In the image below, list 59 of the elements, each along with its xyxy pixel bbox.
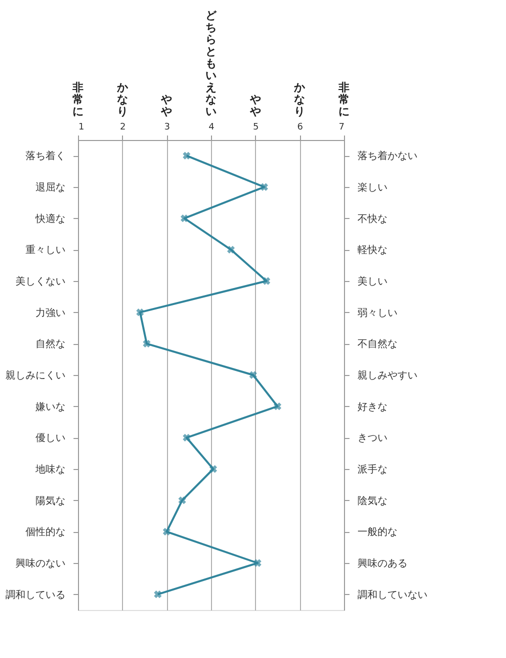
y2-tick-label: 不快な (358, 212, 388, 225)
point (162, 528, 170, 536)
y-tick-label: 陽気な (36, 496, 66, 507)
text: 非常に (72, 81, 84, 118)
y2-tick-label: 陰気な (358, 494, 388, 507)
y2-tick-label: 美しい (358, 276, 388, 288)
y2-tick-label: 不自然な (358, 338, 398, 350)
point (260, 183, 268, 191)
y2-tick-label: 親しみやすい (358, 370, 418, 382)
y2-tick-label: 好きな (358, 402, 388, 413)
y-tick-label: 重々しい (26, 244, 66, 256)
x-tick-label: 7 (338, 122, 344, 132)
y-tick-label: 美しくない (16, 276, 66, 288)
y-tick-label: 地味な (34, 464, 66, 476)
point (154, 590, 162, 598)
y-tick-label: 嫌いな (36, 400, 66, 413)
y2-tick-label: きつい (358, 433, 388, 444)
y-tick-label: 力強い (36, 306, 66, 319)
y2-tick-label: 派手な (358, 464, 388, 476)
y-tick-label: 興味のない (16, 558, 66, 570)
y-tick-label: 親しみにくい (6, 370, 66, 382)
y-tick-label: 個性的な (26, 526, 66, 538)
y2-tick-label: 弱々しい (358, 308, 398, 319)
point (274, 402, 282, 410)
y2-tick-label: 軽快な (358, 244, 388, 256)
y-tick-label: 落ち着く (26, 150, 66, 162)
point (262, 277, 270, 285)
point (180, 214, 188, 222)
y-tick-label: 優しい (36, 433, 66, 444)
x-tick-label: 3 (164, 122, 170, 132)
point (178, 496, 186, 504)
point (209, 465, 218, 473)
point (182, 152, 190, 160)
y2-tick-label: 楽しい (358, 182, 388, 194)
text: どちらともいえない (206, 9, 216, 118)
point (227, 246, 235, 254)
text: やや (248, 93, 261, 118)
text: かなり (116, 81, 129, 118)
y2-tick-label: 興味のある (358, 558, 408, 570)
y-tick-label: 自然な (36, 338, 66, 350)
y2-tick-label: 落ち着かない (358, 150, 418, 162)
x-tick-label: 4 (208, 122, 215, 132)
y-tick-label: 退屈な (36, 182, 66, 194)
x-tick-label: 6 (297, 122, 304, 132)
y2-tick-label: 一般的な (358, 527, 398, 538)
x-tick-label: 1 (78, 122, 84, 132)
y-tick-label: 快適な (34, 212, 66, 225)
point (142, 340, 151, 348)
point (136, 308, 144, 316)
x-tick-label: 5 (252, 122, 259, 132)
point (182, 434, 190, 442)
text: かなり (293, 81, 306, 118)
text: やや (160, 93, 172, 118)
point (249, 371, 257, 379)
y2-tick-label: 調和していない (358, 588, 428, 601)
y-tick-label: 調和している (6, 588, 66, 601)
point (254, 559, 262, 567)
x-tick-label: 2 (120, 122, 126, 132)
text: 非常に (338, 81, 350, 118)
